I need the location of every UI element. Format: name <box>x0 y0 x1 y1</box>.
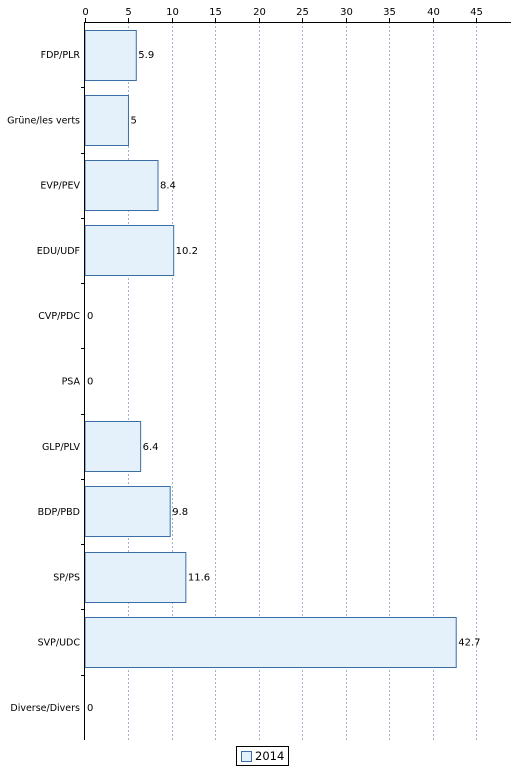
category-label: GLP/PLV <box>42 442 81 453</box>
bar <box>84 421 142 472</box>
category-label: BDP/PBD <box>38 507 80 518</box>
legend-swatch <box>241 750 252 762</box>
bar <box>84 552 187 603</box>
data-labels: 5.9 5 8.4 10.2 0 0 6.4 9.8 11.6 42.7 0 <box>87 50 480 714</box>
bar <box>84 160 159 211</box>
category-label: Grüne/les verts <box>7 115 80 126</box>
data-label: 5.9 <box>138 50 154 61</box>
data-label: 5 <box>130 115 136 126</box>
x-tick-label: 35 <box>383 7 396 18</box>
bar <box>84 30 137 81</box>
data-label: 10.2 <box>176 246 198 257</box>
category-label: SVP/UDC <box>38 638 81 649</box>
x-tick-label: 20 <box>253 7 266 18</box>
data-label: 11.6 <box>188 572 210 583</box>
bars <box>84 30 457 668</box>
bar <box>84 617 457 668</box>
data-label: 9.8 <box>172 507 188 518</box>
x-tick-label: 40 <box>427 7 440 18</box>
category-label: EVP/PEV <box>40 181 80 192</box>
category-label: FDP/PLR <box>41 50 81 61</box>
x-tick-labels: 0 5 10 15 20 25 30 35 40 45 <box>82 7 483 18</box>
x-tick-label: 15 <box>209 7 222 18</box>
category-label: PSA <box>62 377 81 388</box>
data-label: 8.4 <box>160 181 176 192</box>
bar <box>84 95 129 146</box>
bar <box>84 225 175 276</box>
axes <box>81 18 511 740</box>
x-tick-label: 45 <box>470 7 483 18</box>
x-tick-label: 10 <box>166 7 179 18</box>
x-tick-label: 0 <box>82 7 88 18</box>
legend: 2014 <box>236 746 290 766</box>
category-label: SP/PS <box>53 572 80 583</box>
bar <box>84 486 171 537</box>
category-labels: FDP/PLR Grüne/les verts EVP/PEV EDU/UDF CVP/… <box>7 50 80 714</box>
category-label: CVP/PDC <box>38 311 80 322</box>
category-label: Diverse/Divers <box>10 703 80 714</box>
legend-label: 2014 <box>255 749 285 763</box>
data-label: 6.4 <box>143 442 159 453</box>
data-label: 0 <box>87 311 93 322</box>
data-label: 0 <box>87 377 93 388</box>
data-label: 42.7 <box>458 638 480 649</box>
category-label: EDU/UDF <box>37 246 80 257</box>
x-tick-label: 25 <box>296 7 309 18</box>
x-tick-label: 5 <box>125 7 131 18</box>
x-tick-label: 30 <box>340 7 353 18</box>
data-label: 0 <box>87 703 93 714</box>
